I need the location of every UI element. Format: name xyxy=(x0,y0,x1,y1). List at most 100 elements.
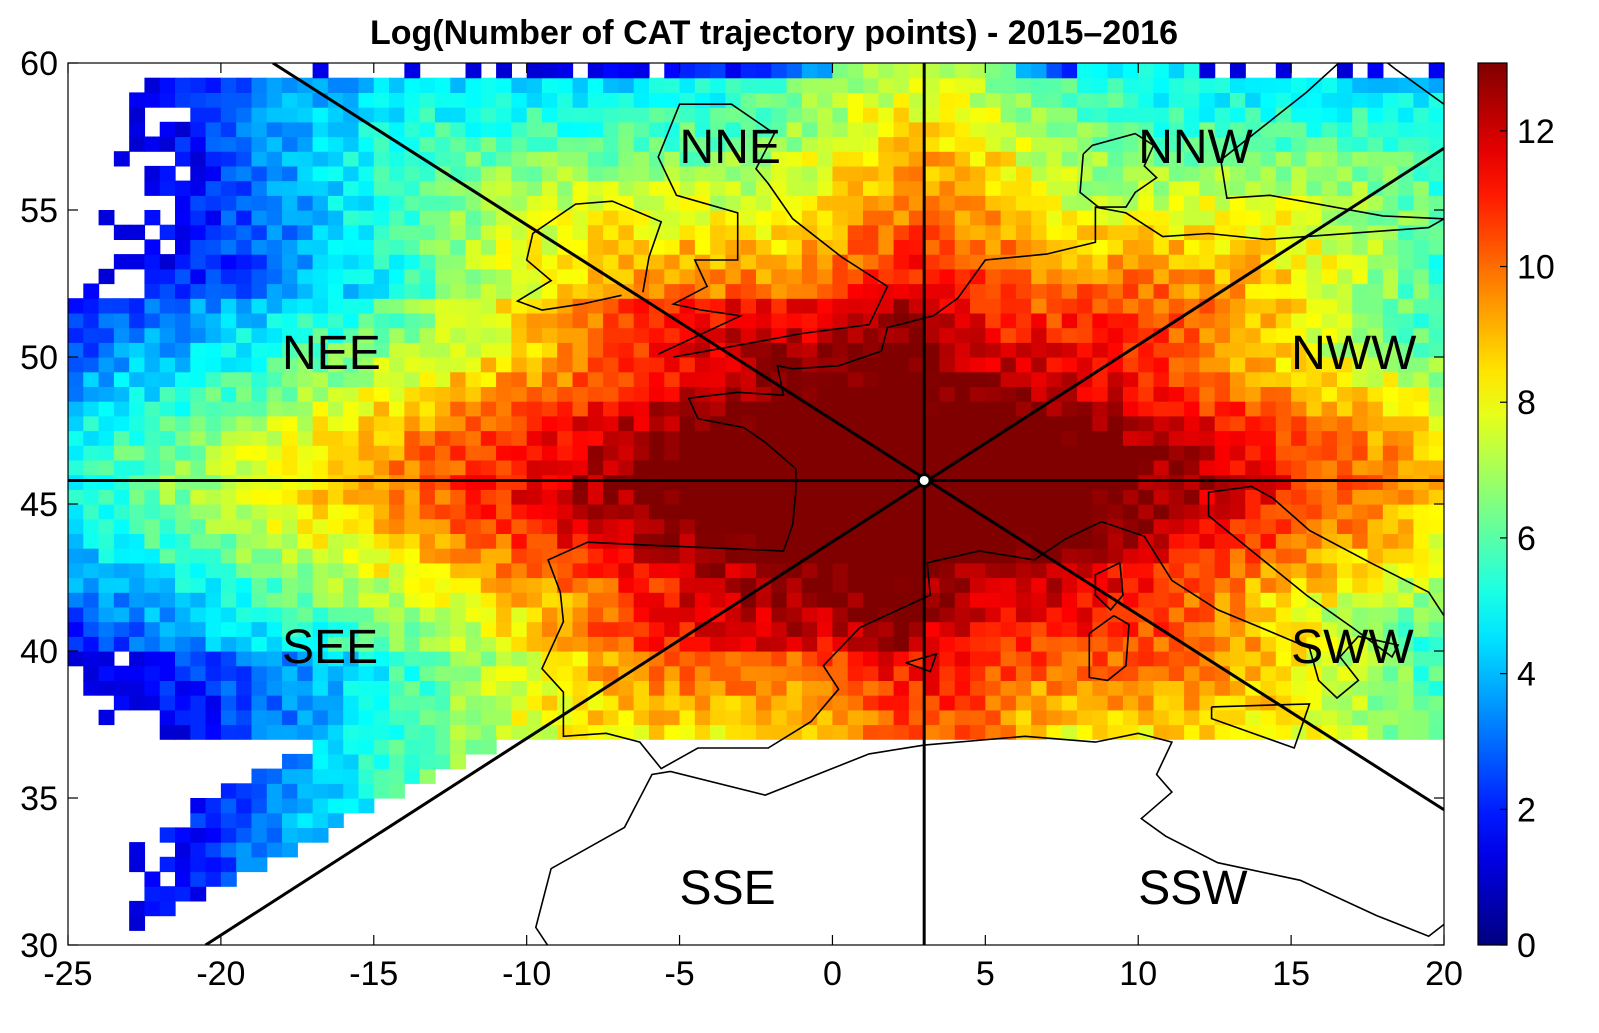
density-cell xyxy=(801,504,818,520)
density-cell xyxy=(1275,665,1292,681)
density-cell xyxy=(480,165,497,182)
density-cell xyxy=(327,430,344,446)
density-cell xyxy=(236,798,253,814)
density-cell xyxy=(954,298,971,314)
density-cell xyxy=(648,474,665,490)
density-cell xyxy=(847,165,864,182)
density-cell xyxy=(771,504,788,520)
density-cell xyxy=(924,504,941,520)
density-cell xyxy=(1000,312,1017,329)
density-cell xyxy=(618,136,635,152)
density-cell xyxy=(1199,312,1216,329)
density-cell xyxy=(863,210,879,226)
density-cell xyxy=(847,107,864,123)
density-cell xyxy=(633,724,650,740)
density-cell xyxy=(939,180,956,196)
density-cell xyxy=(1336,165,1353,182)
density-cell xyxy=(847,665,864,681)
density-cell xyxy=(847,577,864,593)
density-cell xyxy=(1031,327,1048,343)
density-cell xyxy=(1291,680,1307,696)
colorbar-tick-label: 10 xyxy=(1517,249,1555,287)
density-cell xyxy=(847,151,864,167)
density-cell xyxy=(312,386,329,402)
density-cell xyxy=(373,606,390,623)
density-cell xyxy=(1398,577,1415,593)
density-cell xyxy=(725,371,742,387)
density-cell xyxy=(694,312,711,329)
x-tick-label: -15 xyxy=(349,955,398,993)
density-cell xyxy=(450,254,467,270)
density-cell xyxy=(954,92,971,108)
density-cell xyxy=(465,210,482,226)
density-cell xyxy=(603,680,619,696)
density-cell xyxy=(694,709,711,726)
density-cell xyxy=(1184,709,1200,726)
density-cell xyxy=(98,518,115,534)
density-cell xyxy=(343,798,360,814)
density-cell xyxy=(144,298,161,314)
density-cell xyxy=(939,709,956,726)
density-cell xyxy=(1031,195,1048,211)
density-cell xyxy=(251,504,268,520)
density-cell xyxy=(954,107,971,123)
density-cell xyxy=(205,312,222,329)
density-cell xyxy=(266,151,283,167)
density-cell xyxy=(648,107,665,123)
density-cell xyxy=(389,724,405,740)
density-cell xyxy=(1138,224,1155,240)
density-cell xyxy=(1321,680,1338,696)
density-cell xyxy=(190,312,207,329)
density-cell xyxy=(572,621,589,637)
density-cell xyxy=(1352,533,1369,549)
density-cell xyxy=(664,474,681,490)
density-cell xyxy=(1168,63,1185,79)
density-cell xyxy=(1367,92,1384,108)
density-cell xyxy=(480,107,497,123)
density-cell xyxy=(1184,430,1200,446)
density-cell xyxy=(1321,210,1338,226)
density-cell xyxy=(312,357,329,373)
density-cell xyxy=(1321,165,1338,182)
density-cell xyxy=(954,180,971,196)
density-cell xyxy=(526,268,543,285)
density-cell xyxy=(664,459,681,476)
density-cell xyxy=(832,371,849,387)
density-cell xyxy=(847,298,864,314)
density-cell xyxy=(1199,151,1216,167)
density-cell xyxy=(205,430,222,446)
center-marker xyxy=(916,472,932,488)
density-cell xyxy=(327,107,344,123)
density-cell xyxy=(129,445,146,461)
density-cell xyxy=(801,63,818,79)
density-cell xyxy=(159,709,176,726)
density-cell xyxy=(541,77,558,93)
density-cell xyxy=(1107,445,1124,461)
density-cell xyxy=(970,239,986,255)
density-cell xyxy=(664,709,681,726)
density-cell xyxy=(1122,224,1139,240)
density-cell xyxy=(465,195,482,211)
density-cell xyxy=(282,577,298,593)
density-cell xyxy=(756,621,772,637)
density-cell xyxy=(786,92,803,108)
density-cell xyxy=(1138,268,1155,285)
density-cell xyxy=(603,474,619,490)
density-cell xyxy=(985,298,1002,314)
density-cell xyxy=(1000,210,1017,226)
density-cell xyxy=(1107,489,1124,505)
density-cell xyxy=(190,562,207,579)
density-cell xyxy=(725,709,742,726)
density-cell xyxy=(1229,709,1246,726)
density-cell xyxy=(633,474,650,490)
density-cell xyxy=(190,151,207,167)
density-cell xyxy=(893,327,910,343)
density-cell xyxy=(404,680,421,696)
density-cell xyxy=(1199,430,1216,446)
density-cell xyxy=(1398,695,1415,711)
colorbar-gradient xyxy=(1477,62,1508,946)
density-cell xyxy=(939,342,956,358)
density-cell xyxy=(1336,283,1353,299)
density-cell xyxy=(1367,665,1384,681)
density-cell xyxy=(1321,592,1338,608)
